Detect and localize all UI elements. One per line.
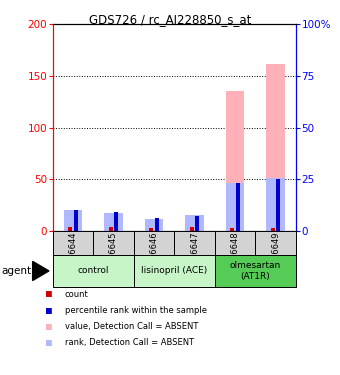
Bar: [255, 231, 296, 255]
Text: GSM26647: GSM26647: [190, 232, 199, 278]
Bar: [215, 231, 255, 255]
Text: ■: ■: [46, 290, 52, 299]
Bar: [53, 255, 134, 287]
Text: agent: agent: [2, 266, 32, 276]
Text: GSM26648: GSM26648: [231, 232, 239, 278]
Text: ■: ■: [46, 322, 52, 332]
Text: percentile rank within the sample: percentile rank within the sample: [65, 306, 207, 315]
Bar: [174, 231, 215, 255]
Text: GSM26644: GSM26644: [68, 232, 78, 278]
Bar: [271, 228, 275, 231]
Bar: [53, 231, 93, 255]
Bar: [108, 226, 113, 231]
Text: value, Detection Call = ABSENT: value, Detection Call = ABSENT: [65, 322, 198, 331]
Bar: [68, 226, 72, 231]
Bar: [134, 231, 174, 255]
Bar: [145, 219, 163, 231]
Bar: [185, 217, 204, 231]
Bar: [267, 63, 285, 231]
Text: GDS726 / rc_AI228850_s_at: GDS726 / rc_AI228850_s_at: [89, 13, 251, 26]
Text: ■: ■: [46, 306, 52, 315]
Text: GSM26649: GSM26649: [271, 232, 280, 278]
Bar: [145, 221, 163, 231]
Bar: [215, 255, 296, 287]
Bar: [74, 210, 78, 231]
Bar: [104, 213, 123, 231]
Bar: [190, 226, 194, 231]
Bar: [226, 92, 244, 231]
Text: GSM26646: GSM26646: [150, 232, 158, 278]
Bar: [276, 179, 280, 231]
Text: lisinopril (ACE): lisinopril (ACE): [141, 266, 207, 275]
Bar: [185, 215, 204, 231]
Bar: [195, 216, 199, 231]
Bar: [226, 183, 244, 231]
Bar: [134, 255, 215, 287]
Text: GSM26645: GSM26645: [109, 232, 118, 278]
Bar: [236, 183, 240, 231]
Bar: [230, 228, 234, 231]
Text: olmesartan
(AT1R): olmesartan (AT1R): [230, 261, 281, 280]
Bar: [104, 218, 123, 231]
Bar: [267, 178, 285, 231]
Bar: [64, 210, 82, 231]
Text: ■: ■: [46, 338, 52, 348]
Bar: [114, 212, 118, 231]
Bar: [93, 231, 134, 255]
Bar: [155, 218, 159, 231]
Polygon shape: [33, 261, 49, 280]
Text: rank, Detection Call = ABSENT: rank, Detection Call = ABSENT: [65, 338, 194, 347]
Text: control: control: [78, 266, 109, 275]
Text: count: count: [65, 290, 88, 299]
Bar: [149, 228, 153, 231]
Bar: [64, 220, 82, 231]
